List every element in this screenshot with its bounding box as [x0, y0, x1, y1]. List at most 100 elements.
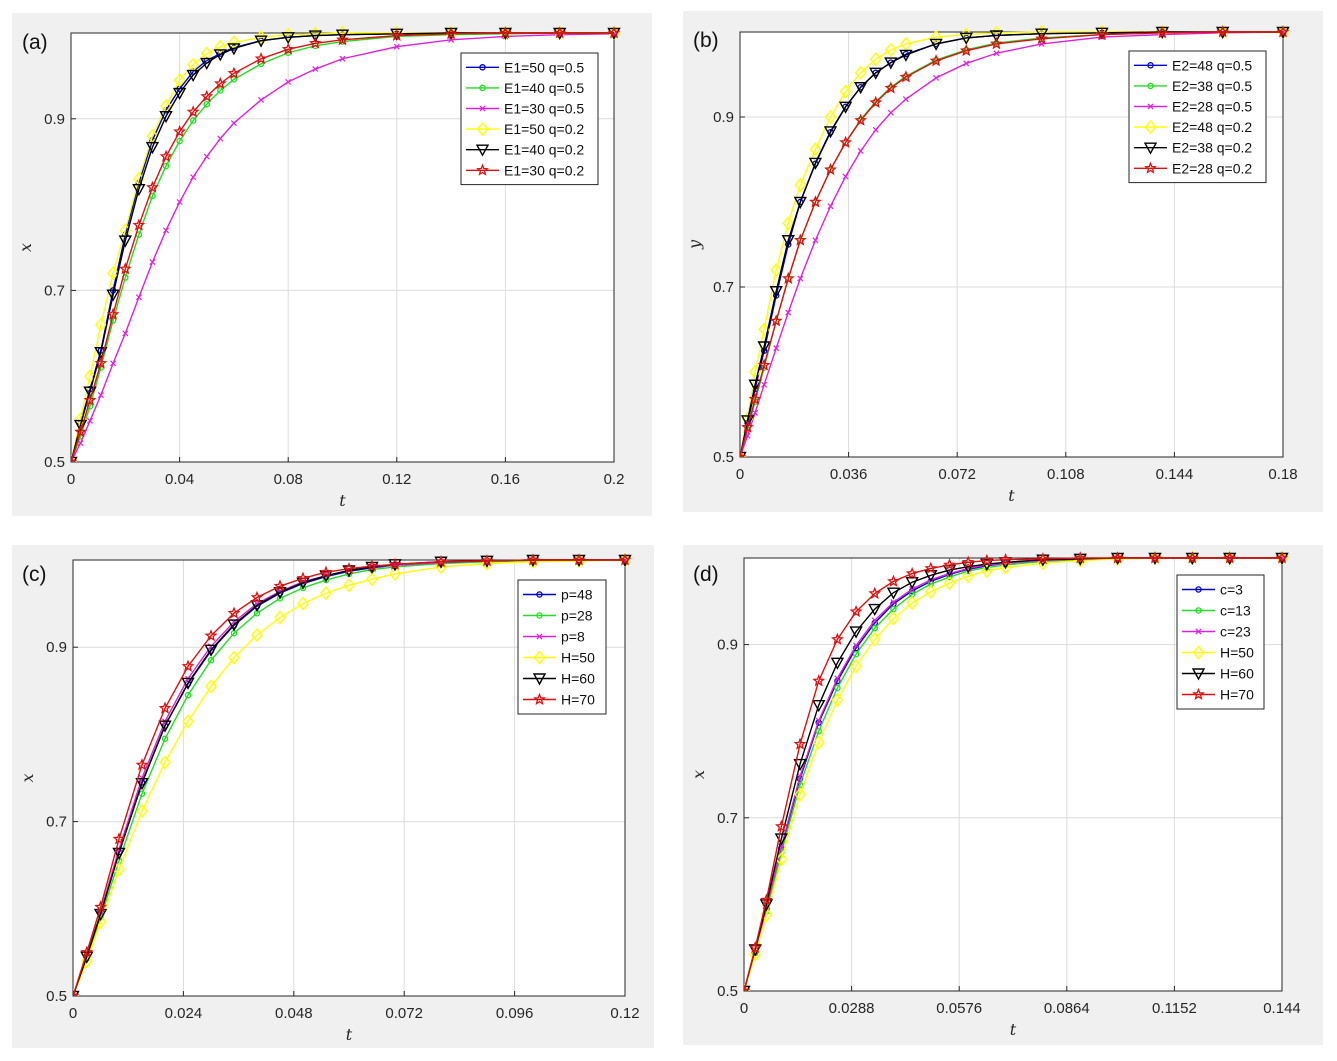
x-tick-label: 0.18 [1268, 466, 1297, 483]
data-point [793, 737, 807, 750]
data-point [146, 180, 159, 193]
data-point [993, 50, 1000, 57]
x-tick-label: 0 [67, 471, 75, 488]
y-tick-label: 0.7 [44, 282, 65, 299]
data-point [204, 644, 218, 657]
y-axis-label: x [18, 773, 37, 782]
data-point [161, 735, 169, 743]
data-point [339, 55, 346, 62]
legend-entry: E1=40 q=0.2 [466, 142, 584, 158]
data-point [797, 773, 804, 780]
data-point [868, 586, 882, 599]
data-point [281, 42, 295, 55]
data-point [274, 610, 286, 625]
data-point [869, 52, 882, 67]
data-point [181, 659, 195, 672]
data-point [80, 954, 93, 969]
panel-label: (b) [693, 29, 719, 52]
data-point [793, 196, 808, 209]
data-point [217, 87, 224, 94]
data-point [254, 51, 268, 65]
legend-entry: H=60 [523, 671, 595, 687]
data-point [943, 576, 956, 591]
x-tick-label: 0.036 [830, 466, 868, 483]
panel-label: (a) [22, 31, 48, 54]
data-point [999, 560, 1012, 575]
data-point [109, 317, 117, 324]
data-point [73, 989, 80, 996]
series-e1-30-q-0-2 [71, 26, 621, 462]
data-point [94, 317, 107, 332]
data-point [834, 684, 841, 692]
y-tick-label: 0.7 [717, 810, 738, 827]
axes-box [743, 557, 1283, 992]
data-point [434, 554, 448, 568]
data-point [943, 558, 956, 571]
panel-label: (d) [693, 563, 719, 586]
data-point [230, 76, 238, 83]
data-point [172, 87, 187, 101]
series-line [740, 31, 1283, 457]
data-point [213, 49, 228, 62]
legend-marker [476, 163, 489, 176]
legend: c=3 c=13 c=23 H=50 H=60 H=70 [1176, 574, 1265, 710]
data-point [526, 553, 540, 566]
data-point [158, 701, 172, 714]
legend-marker [536, 612, 543, 619]
data-point [930, 30, 942, 45]
data-point [1223, 551, 1237, 564]
data-point [741, 420, 754, 433]
legend-marker [479, 105, 486, 112]
x-tick-label: 0.1152 [1152, 1000, 1197, 1017]
data-point [960, 27, 973, 42]
data-point [207, 657, 215, 664]
data-point [838, 101, 853, 114]
data-point [86, 417, 94, 424]
data-point [887, 611, 900, 626]
data-point [135, 778, 149, 791]
data-point [106, 289, 120, 302]
data-point [830, 657, 845, 670]
data-point [853, 642, 860, 649]
data-point [868, 632, 881, 647]
data-point [390, 28, 404, 42]
x-tick-label: 0.0288 [829, 1000, 875, 1017]
legend-entry: E1=50 q=0.2 [466, 121, 584, 137]
y-tick-label: 0.7 [46, 814, 67, 831]
chart-panel-c: 0 0.024 0.048 0.072 0.096 0.12 0.5 0.7 0.9 t x (c) p… [12, 545, 654, 1048]
data-point [989, 30, 1004, 43]
y-axis-label: y [685, 239, 704, 250]
y-tick-label: 0.5 [44, 454, 65, 471]
data-point [365, 559, 379, 572]
legend-entry: p=28 [523, 608, 593, 624]
data-point [83, 393, 97, 406]
data-point [871, 624, 879, 632]
data-point [999, 552, 1012, 566]
legend-entry: c=23 [1182, 624, 1251, 640]
data-point [757, 341, 771, 354]
data-point [1185, 551, 1199, 564]
x-tick-label: 0.144 [1263, 1000, 1301, 1017]
data-point [1111, 551, 1125, 564]
data-point [857, 147, 864, 155]
legend-entry: E1=50 q=0.5 [466, 59, 584, 75]
data-point [135, 294, 142, 301]
legend-label: E1=30 q=0.5 [504, 101, 584, 117]
legend-marker [1147, 82, 1154, 90]
data-point [962, 569, 975, 584]
data-point [794, 787, 806, 802]
data-point [884, 42, 897, 57]
data-point [808, 157, 823, 170]
x-tick-label: 0.072 [385, 1005, 423, 1022]
data-point [205, 679, 217, 694]
legend-marker [1195, 586, 1202, 593]
chart-panel-d: 0 0.0288 0.0576 0.0864 0.1152 0.144 0.5 0.7 0.9 t… [683, 545, 1323, 1045]
data-point [281, 32, 295, 45]
series-line [740, 31, 1283, 457]
data-point [781, 271, 795, 284]
data-point [308, 30, 323, 43]
data-point [393, 43, 400, 50]
data-point [250, 590, 264, 603]
data-point [159, 149, 173, 163]
legend-entry: E2=38 q=0.5 [1134, 78, 1252, 94]
